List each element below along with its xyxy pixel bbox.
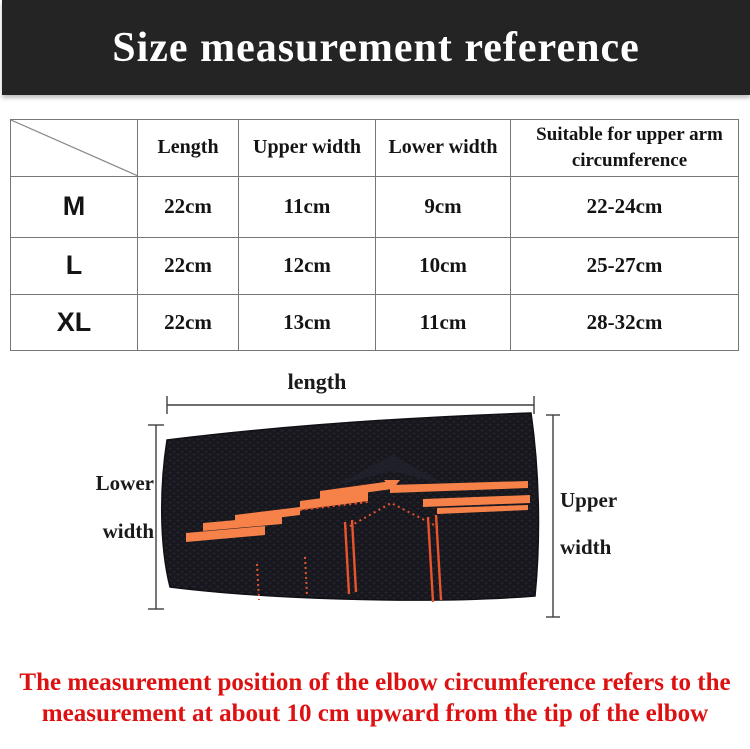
title-banner: Size measurement reference (2, 0, 750, 95)
col-header-lower-width: Lower width (375, 119, 511, 177)
lower-width-label-line1: Lower (95, 470, 154, 495)
table-corner-cell (10, 119, 138, 177)
cell-l-circumference: 25-27cm (510, 236, 739, 295)
cell-l-upper-width: 12cm (238, 236, 376, 295)
cell-xl-lower-width: 11cm (375, 293, 511, 351)
note-line1: The measurement position of the elbow ci… (19, 668, 731, 696)
note-line2: measurement at about 10 cm upward from t… (41, 699, 709, 727)
table-row-xl: XL 22cm 13cm 11cm 28-32cm (10, 293, 739, 351)
col-header-circumference: Suitable for upper arm circumference (510, 119, 739, 177)
cell-l-length: 22cm (137, 236, 239, 295)
page-title: Size measurement reference (112, 24, 640, 71)
cell-l-lower-width: 10cm (375, 236, 511, 295)
lower-width-label-line2: width (102, 518, 154, 543)
size-label-m: M (10, 175, 138, 238)
cell-xl-circumference: 28-32cm (510, 293, 739, 351)
table-header-row: Length Upper width Lower width Suitable … (10, 119, 739, 177)
cell-m-lower-width: 9cm (375, 175, 511, 238)
col-header-upper-width: Upper width (238, 119, 376, 177)
cell-xl-upper-width: 13cm (238, 293, 376, 351)
size-table: Length Upper width Lower width Suitable … (10, 119, 739, 351)
size-label-xl: XL (10, 293, 138, 351)
measurement-note: The measurement position of the elbow ci… (0, 667, 750, 729)
diagonal-divider (11, 120, 137, 176)
table-row-m: M 22cm 11cm 9cm 22-24cm (10, 175, 739, 238)
col-header-length: Length (137, 119, 239, 177)
size-label-l: L (10, 236, 138, 295)
upper-width-label-line1: Upper (560, 487, 618, 512)
table-row-l: L 22cm 12cm 10cm 25-27cm (10, 236, 739, 295)
upper-width-label: Upper width (560, 477, 640, 571)
cell-xl-length: 22cm (137, 293, 239, 351)
cell-m-upper-width: 11cm (238, 175, 376, 238)
elbow-sleeve-illustration (148, 395, 560, 618)
measurement-lines (148, 395, 560, 618)
measurement-diagram: length Lower width Upper width (0, 357, 750, 657)
upper-width-label-line2: width (560, 534, 612, 559)
cell-m-length: 22cm (137, 175, 239, 238)
lower-width-label: Lower width (80, 459, 154, 555)
length-label: length (287, 368, 347, 394)
cell-m-circumference: 22-24cm (510, 175, 739, 238)
